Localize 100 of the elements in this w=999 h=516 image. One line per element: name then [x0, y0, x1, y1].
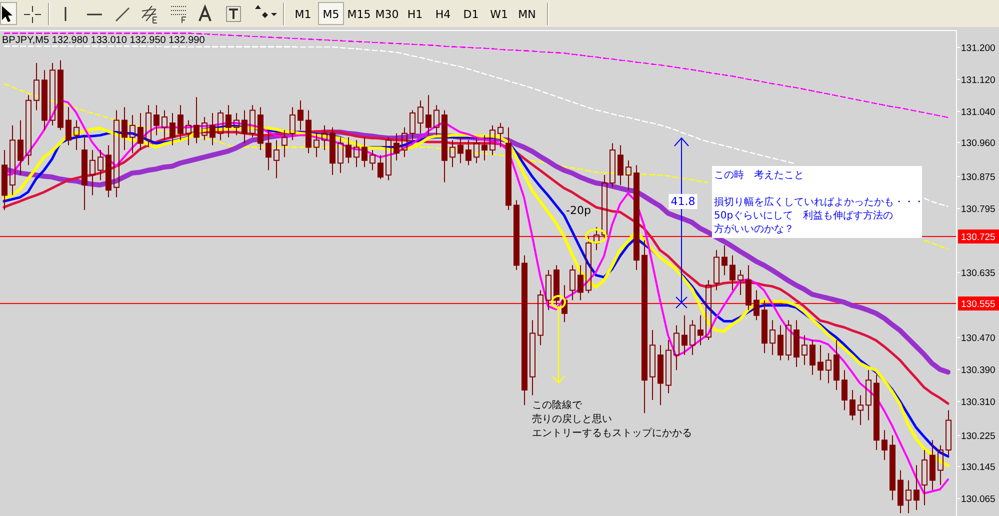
y-tick-label: 130.635 [961, 268, 996, 279]
y-tick-label: 130.390 [961, 365, 996, 376]
candlestick [730, 254, 736, 291]
candlestick [258, 106, 264, 151]
candlestick [242, 110, 248, 144]
candlestick [394, 132, 400, 161]
candlestick [754, 290, 760, 321]
annotation: エントリーするもストップにかかる [532, 427, 692, 439]
candlestick [338, 136, 344, 174]
candlestick [922, 450, 928, 506]
y-tick-label: 130.145 [961, 462, 996, 473]
candlestick [202, 116, 208, 141]
candlestick [330, 126, 336, 176]
candlestick [122, 106, 128, 151]
candlestick [418, 100, 424, 134]
candlestick [250, 104, 256, 138]
text: W1 [490, 8, 508, 21]
text: D1 [463, 8, 479, 21]
candlestick [882, 430, 888, 460]
candlestick [18, 120, 24, 176]
candlestick [346, 136, 352, 164]
text: M1 [294, 8, 312, 21]
candlestick [802, 334, 808, 366]
y-tick-label: 130.065 [961, 494, 996, 505]
candlestick [178, 104, 184, 141]
candlestick [362, 136, 368, 168]
candlestick [266, 130, 272, 171]
annotation: 41.8 [670, 195, 696, 208]
candlestick [514, 200, 520, 271]
candlestick [450, 140, 456, 168]
candlestick [786, 320, 792, 361]
candlestick [818, 344, 824, 381]
candlestick [634, 164, 640, 271]
annotation: -20p [566, 204, 591, 217]
candlestick [410, 110, 416, 141]
candlestick [50, 62, 56, 126]
candlestick [914, 464, 920, 511]
candlestick [810, 339, 816, 376]
candlestick [842, 370, 848, 411]
candlestick [890, 434, 896, 501]
candlestick [714, 250, 720, 291]
candlestick [738, 270, 744, 296]
candlestick [2, 150, 8, 211]
text: M15 [347, 8, 371, 21]
candlestick [906, 480, 912, 514]
candlestick [466, 140, 472, 166]
candlestick [770, 320, 776, 356]
candlestick [826, 352, 832, 384]
candlestick [442, 110, 448, 183]
y-tick-label: 131.120 [961, 75, 996, 86]
candlestick [98, 150, 104, 181]
candlestick [794, 320, 800, 368]
candlestick [578, 264, 584, 301]
candlestick [114, 110, 120, 198]
candlestick [298, 100, 304, 131]
candlestick [642, 240, 648, 414]
text: MN [518, 8, 536, 21]
candlestick [746, 264, 752, 311]
y-tick-label: 131.200 [961, 43, 996, 54]
candlestick [930, 440, 936, 491]
candlestick [874, 374, 880, 451]
candlestick [586, 236, 592, 294]
candlestick [162, 110, 168, 141]
candlestick [106, 144, 112, 198]
candlestick [322, 124, 328, 151]
ref-line-label: 130.725 [961, 232, 996, 243]
candlestick [602, 174, 608, 241]
candlestick [690, 320, 696, 356]
candlestick [58, 60, 64, 131]
annotation: 損切り幅を広くしていればよかったかも・・・ [714, 196, 924, 208]
text: M5 [322, 8, 340, 21]
candlestick [146, 104, 152, 148]
candlestick [706, 279, 712, 340]
candlestick [274, 140, 280, 179]
candlestick [762, 300, 768, 354]
candlestick [226, 104, 232, 138]
candlestick [234, 112, 240, 136]
candlestick [650, 330, 656, 400]
candlestick [938, 444, 944, 486]
text: BPJPY,M5 132.980 133.010 132.950 132.990 [2, 35, 206, 46]
candlestick [594, 226, 600, 251]
text: H1 [407, 8, 423, 21]
ref-line-label: 130.555 [961, 299, 996, 310]
candlestick [402, 126, 408, 158]
candlestick [946, 410, 952, 456]
candlestick [626, 160, 632, 191]
y-tick-label: 131.040 [961, 107, 996, 118]
candlestick [458, 136, 464, 164]
candlestick [482, 134, 488, 161]
candlestick [570, 264, 576, 301]
y-tick-label: 130.960 [961, 138, 996, 149]
candlestick [82, 134, 88, 211]
annotation: 方がいいのかな？ [714, 223, 794, 235]
candlestick [666, 339, 672, 394]
candlestick [34, 62, 40, 111]
candlestick [522, 254, 528, 406]
candlestick [506, 126, 512, 211]
candlestick [186, 120, 192, 146]
text: H4 [435, 8, 451, 21]
candlestick [834, 339, 840, 391]
